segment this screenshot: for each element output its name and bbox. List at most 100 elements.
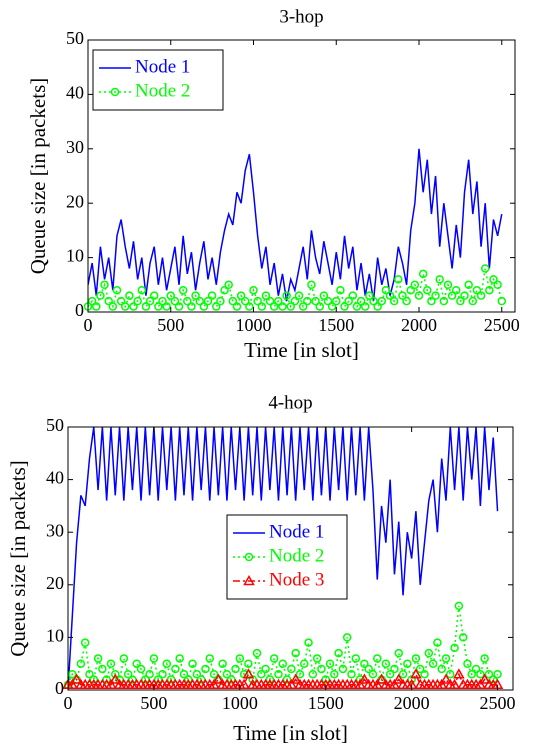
marker-triangle	[435, 678, 448, 689]
legend-label: Node 2	[269, 545, 324, 566]
marker-circle	[203, 296, 213, 306]
marker-circle	[373, 654, 382, 663]
marker-circle	[162, 659, 172, 668]
marker-circle	[290, 296, 300, 306]
marker-circle	[192, 669, 202, 679]
marker-circle	[175, 654, 184, 663]
marker-circle	[278, 302, 287, 311]
marker-circle	[265, 675, 275, 684]
y-tick-label: 30	[66, 137, 84, 157]
y-tick-label: 40	[66, 83, 84, 103]
marker-circle	[414, 291, 424, 300]
x-tick-label: 2000	[401, 315, 437, 335]
marker-triangle	[242, 668, 255, 679]
marker-circle	[463, 659, 472, 668]
marker-circle	[476, 291, 486, 300]
marker-circle	[415, 664, 425, 674]
y-tick-label: 20	[46, 573, 64, 593]
marker-circle	[418, 269, 428, 279]
marker-circle	[437, 664, 446, 674]
marker-circle	[170, 296, 180, 306]
marker-circle	[344, 296, 353, 306]
marker-circle	[351, 654, 361, 663]
y-tick-label: 30	[46, 520, 64, 540]
marker-circle	[360, 659, 369, 668]
marker-triangle	[392, 673, 405, 684]
chart-title: 3-hop	[279, 6, 323, 27]
marker-circle	[398, 669, 408, 679]
marker-circle	[424, 648, 434, 658]
marker-circle	[195, 296, 204, 306]
marker-circle	[125, 291, 134, 300]
marker-circle	[141, 302, 151, 311]
marker-circle	[460, 291, 469, 300]
marker-triangle	[371, 678, 384, 689]
marker-circle	[476, 669, 485, 679]
marker-circle	[330, 669, 339, 679]
marker-circle	[278, 659, 288, 668]
marker-circle	[87, 296, 97, 306]
marker-circle	[89, 675, 99, 684]
marker-circle	[257, 302, 267, 311]
marker-circle	[244, 659, 253, 668]
marker-circle	[228, 296, 238, 306]
marker-circle	[420, 669, 429, 679]
marker-circle	[406, 285, 415, 295]
marker-circle	[274, 669, 283, 679]
marker-circle	[464, 280, 473, 290]
marker-circle	[244, 552, 254, 562]
y-tick-label: 40	[46, 468, 64, 488]
marker-circle	[80, 638, 90, 647]
x-tick-label: 1000	[236, 315, 272, 335]
marker-circle	[128, 675, 137, 684]
marker-circle	[269, 654, 279, 663]
marker-circle	[327, 302, 337, 311]
marker-circle	[265, 296, 275, 306]
marker-circle	[269, 302, 279, 311]
marker-triangle	[70, 673, 83, 684]
marker-circle	[93, 654, 103, 663]
marker-circle	[98, 664, 107, 674]
marker-circle	[132, 659, 141, 668]
marker-circle	[286, 302, 295, 311]
marker-circle	[381, 285, 391, 295]
marker-circle	[394, 275, 403, 284]
marker-circle	[149, 291, 159, 300]
x-tick-label: 2500	[484, 315, 520, 335]
marker-circle	[373, 302, 382, 311]
marker-circle	[123, 669, 133, 679]
marker-circle	[85, 669, 94, 679]
marker-circle	[308, 669, 318, 679]
marker-circle	[472, 285, 482, 295]
marker-circle	[207, 291, 217, 300]
legend-label: Node 3	[269, 569, 324, 590]
marker-circle	[235, 654, 245, 663]
marker-circle	[231, 664, 240, 674]
marker-circle	[493, 280, 502, 290]
marker-circle	[133, 296, 142, 306]
x-tick-label: 2000	[394, 693, 430, 713]
marker-circle	[141, 675, 150, 684]
marker-circle	[158, 296, 167, 306]
marker-circle	[325, 659, 335, 668]
marker-circle	[385, 669, 395, 679]
marker-circle	[471, 664, 481, 674]
y-tick-label: 20	[66, 191, 84, 211]
marker-circle	[394, 648, 403, 658]
marker-circle	[356, 296, 366, 306]
y-axis-label: Queue size [in packets]	[26, 78, 50, 275]
marker-triangle	[354, 678, 366, 689]
marker-circle	[299, 659, 309, 668]
marker-circle	[96, 291, 105, 300]
marker-circle	[439, 296, 449, 306]
marker-circle	[129, 302, 138, 311]
marker-circle	[291, 648, 300, 658]
marker-triangle	[66, 678, 79, 689]
marker-circle	[323, 296, 333, 306]
x-tick-label: 0	[84, 315, 93, 335]
marker-circle	[389, 296, 399, 306]
marker-circle	[312, 654, 322, 663]
marker-circle	[450, 643, 459, 653]
x-axis-label: Time [in slot]	[244, 338, 359, 362]
marker-circle	[428, 659, 438, 668]
